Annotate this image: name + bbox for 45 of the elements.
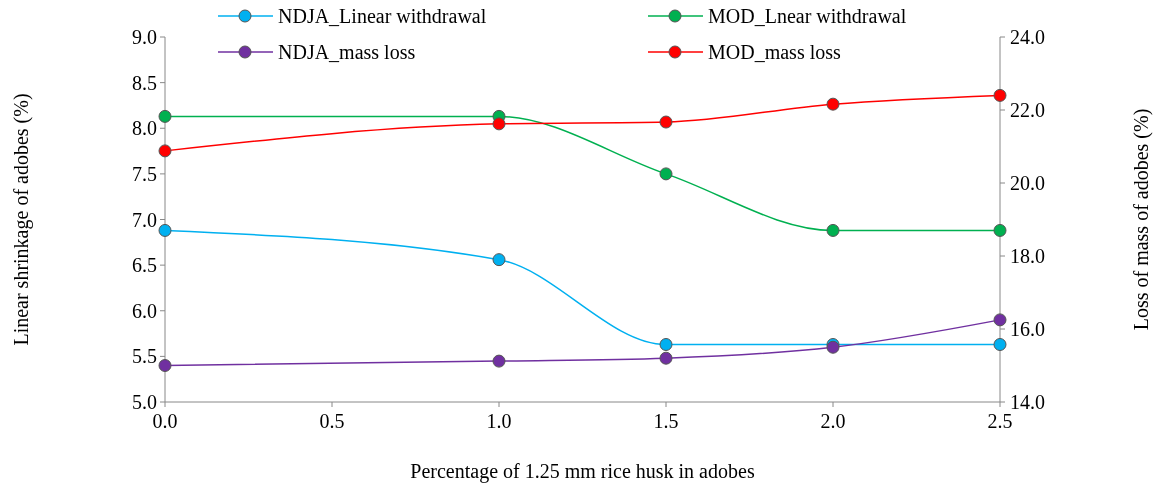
legend-label: MOD_Lnear withdrawal [708,5,907,27]
y-tick-label: 7.0 [132,208,157,231]
y-tick-label: 5.0 [132,391,157,413]
point [659,167,673,181]
point [492,117,506,131]
y2-tick-label: 16.0 [1010,318,1045,340]
point [993,88,1007,102]
legend-label: MOD_mass loss [708,41,842,63]
y-tick-label: 5.5 [132,345,157,368]
x-tick-label: 0.5 [319,410,345,432]
point [826,223,840,237]
point [993,223,1007,237]
y-tick-label: 8.5 [132,71,157,94]
x-axis-title: Percentage of 1.25 mm rice husk in adobes [410,460,755,483]
x-tick-label: 2.5 [987,410,1013,432]
point [659,115,673,129]
y-tick-label: 6.5 [132,254,157,277]
y-axis-title: Linear shrinkage of adobes (%) [10,93,33,346]
x-tick-label: 2.0 [820,410,846,432]
y2-tick-label: 24.0 [1010,26,1045,48]
legend-label: NDJA_mass loss [278,41,416,63]
point [492,354,506,368]
point [659,338,673,352]
x-tick-label: 1.5 [653,410,679,432]
y2-tick-label: 18.0 [1010,245,1045,267]
y2-tick-label: 14.0 [1010,391,1045,413]
x-tick-label: 1.0 [486,410,512,432]
point [659,351,673,365]
x-tick-label: 0.0 [152,410,178,432]
y-tick-label: 9.0 [132,26,157,48]
y2-tick-label: 20.0 [1010,172,1045,194]
point [993,313,1007,327]
legend-label: NDJA_Linear withdrawal [278,5,487,27]
y-tick-label: 6.0 [132,299,157,322]
point [826,97,840,111]
point [158,109,172,123]
point [158,144,172,158]
point [993,338,1007,352]
y-tick-label: 8.0 [132,117,157,140]
point [158,223,172,237]
y2-tick-label: 22.0 [1010,99,1045,121]
point [158,359,172,372]
y-tick-label: 7.5 [132,162,157,185]
y2-axis-title: Loss of mass of adobes (%) [1130,108,1153,331]
point [492,253,506,267]
